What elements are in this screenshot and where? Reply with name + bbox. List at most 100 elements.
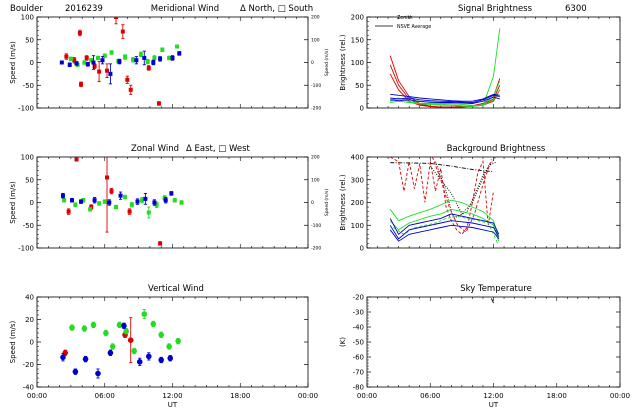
vertical-xtick-label: 00:00 (298, 392, 318, 400)
meridional-plot-area (59, 17, 182, 106)
meridional-ytick-right-label: 200 (311, 15, 320, 21)
background-black-zenith-line (390, 162, 494, 173)
meridional-ytick-label: 50 (25, 36, 34, 44)
meridional-blue-point (170, 55, 175, 60)
meridional-ytick-label: 100 (21, 14, 34, 22)
sky-xtick-label: 18:00 (547, 392, 567, 400)
meridional-ytick-right-label: -200 (311, 106, 321, 112)
sky-xtick-label: 00:00 (610, 392, 630, 400)
vertical-green-point (90, 322, 97, 328)
zonal-green-point (129, 202, 134, 207)
zonal-green-point (102, 199, 107, 204)
meridional-blue-point (59, 60, 64, 65)
zonal-blue-point (60, 193, 65, 198)
sky-black-line (490, 298, 494, 304)
sky-xtick-label: 00:00 (357, 392, 377, 400)
signal-ytick-label: 150 (351, 36, 364, 44)
zonal-ytick-label: 50 (25, 176, 34, 184)
zonal-ylabel: Speed (m/s) (9, 181, 17, 224)
meridional-green-point (123, 55, 128, 60)
zonal-blue-point (70, 198, 75, 203)
meridional-blue-point (100, 58, 105, 63)
zonal-red-point (158, 241, 163, 246)
vertical-green-point (81, 325, 88, 332)
background-blue-2-line (389, 220, 500, 240)
zonal-ytick-right-label: -200 (311, 246, 321, 252)
vertical-blue-point (121, 323, 127, 329)
vertical-blue-point (82, 356, 89, 362)
meridional-green-point (138, 52, 143, 57)
background-ylabel: Brightness (rel.) (339, 174, 347, 230)
meridional-blue-point (142, 55, 147, 60)
meridional-blue-point (91, 60, 96, 65)
signal-ytick-label: 0 (360, 105, 364, 113)
signal-green-2-line (390, 80, 501, 107)
legend-zenith-label: Zenith (397, 15, 413, 21)
vertical-ytick-label: -40 (23, 384, 34, 392)
meridional-red-point (125, 77, 130, 82)
zonal-green-point (140, 198, 145, 203)
vertical-green-point (69, 324, 75, 331)
background-blue-1-line (389, 213, 500, 236)
background-ytick-label: 200 (351, 199, 364, 207)
meridional-green-point (82, 60, 87, 65)
meridional-red-point (120, 29, 125, 34)
zonal-green-point (123, 195, 128, 200)
zonal-blue-point (169, 191, 174, 196)
vertical-blue-point (95, 370, 101, 377)
station-name: Boulder (10, 4, 43, 14)
zonal-ytick-label: -100 (18, 245, 34, 253)
vertical-green-point (175, 338, 181, 344)
sky-xtick-label: 12:00 (483, 392, 503, 400)
vertical-blue-point (72, 368, 79, 375)
background-ytick-label: 300 (351, 176, 364, 184)
meridional-blue-point (158, 56, 163, 61)
meridional-ylabel: Speed (m/s) (9, 41, 17, 84)
vertical-green-point (103, 330, 109, 336)
meridional-red-point (64, 54, 69, 59)
legend-average-label: NSVE Average (397, 24, 431, 30)
zonal-blue-point (107, 200, 112, 205)
background-red-1-line (389, 157, 431, 203)
signal-blue-3-line (390, 96, 500, 104)
vertical-green-point (150, 321, 157, 327)
vertical-xtick-label: 06:00 (95, 392, 115, 400)
meridional-blue-point (151, 60, 156, 65)
sky-ytick-label: -80 (353, 384, 364, 392)
signal-blue-2-line (390, 94, 500, 103)
vertical-xlabel: UT (168, 401, 178, 409)
background-green-1-line (389, 199, 500, 240)
zonal-ytick-label: -50 (23, 222, 34, 230)
meridional-blue-point (85, 62, 90, 67)
background-red-2-line (429, 159, 494, 235)
meridional-red-point (84, 55, 89, 60)
zonal-ytick-label: 0 (30, 199, 34, 207)
zonal-ytick-right-label: 100 (311, 177, 320, 183)
meridional-blue-point (117, 59, 122, 64)
zonal-blue-point (143, 196, 148, 201)
signal-ylabel: Brightness (rel.) (339, 34, 347, 90)
background-black-3-line (435, 157, 496, 220)
zonal-green-point (162, 195, 167, 200)
sky-plot-area (490, 298, 494, 304)
zonal-title: Zonal Wind (131, 144, 179, 154)
vertical-ytick-label: 40 (25, 294, 34, 302)
vertical-red-point (127, 337, 134, 344)
sky-xtick-label: 06:00 (420, 392, 440, 400)
vertical-green-point (166, 343, 172, 350)
zonal-legend-note: Δ East, □ West (186, 144, 251, 154)
zonal-green-point (114, 205, 119, 210)
zonal-green-point (172, 198, 177, 203)
zonal-red-point (127, 209, 132, 214)
meridional-ylabel-right: Speed (m/s) (324, 49, 330, 77)
meridional-red-point (79, 82, 84, 87)
zonal-green-point (146, 210, 151, 215)
sky-ytick-label: -60 (353, 354, 364, 362)
meridional-ytick-label: 0 (30, 59, 34, 67)
background-ytick-label: 100 (351, 222, 364, 230)
meridional-red-point (92, 64, 97, 69)
zonal-blue-point (163, 198, 168, 203)
meridional-blue-point (67, 62, 72, 67)
sky-title: Sky Temperature (460, 284, 532, 294)
